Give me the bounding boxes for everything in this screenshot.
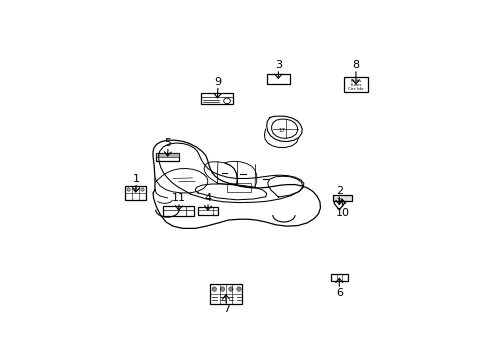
Text: 3: 3 bbox=[274, 60, 281, 70]
Text: 11: 11 bbox=[172, 193, 186, 203]
Text: 1: 1 bbox=[132, 174, 140, 184]
Circle shape bbox=[212, 287, 216, 291]
FancyBboxPatch shape bbox=[156, 153, 178, 157]
Text: 4: 4 bbox=[204, 193, 211, 203]
Text: Circ bkr: Circ bkr bbox=[347, 87, 363, 91]
Circle shape bbox=[236, 287, 241, 291]
Text: Fuses: Fuses bbox=[349, 83, 361, 87]
Text: Bulbs: Bulbs bbox=[349, 78, 361, 83]
Text: 17: 17 bbox=[336, 198, 342, 203]
Text: 6: 6 bbox=[335, 288, 342, 298]
Text: 9: 9 bbox=[214, 77, 221, 87]
Circle shape bbox=[228, 287, 233, 291]
Text: 8: 8 bbox=[352, 60, 359, 70]
Text: 10: 10 bbox=[335, 208, 349, 218]
Text: 17: 17 bbox=[278, 128, 285, 133]
Circle shape bbox=[127, 188, 130, 191]
Text: 5: 5 bbox=[164, 138, 171, 148]
Circle shape bbox=[134, 188, 137, 191]
FancyBboxPatch shape bbox=[332, 195, 351, 202]
Circle shape bbox=[220, 287, 224, 291]
Text: 7: 7 bbox=[222, 304, 229, 314]
Text: 2: 2 bbox=[335, 186, 342, 196]
Circle shape bbox=[141, 188, 144, 191]
